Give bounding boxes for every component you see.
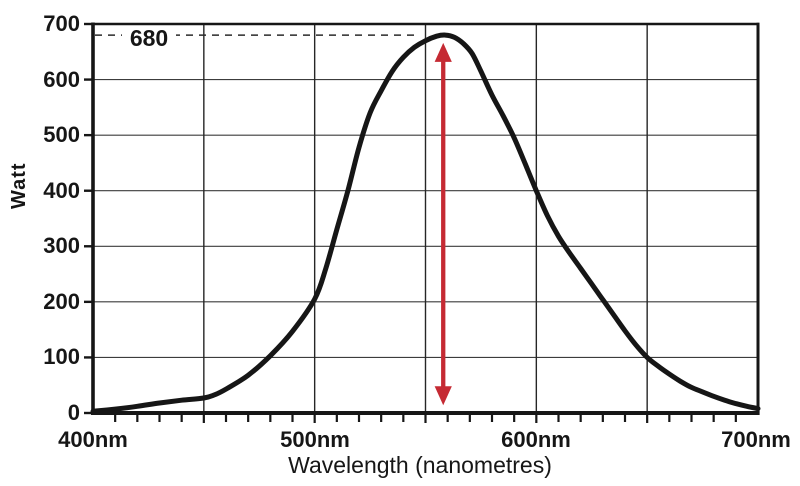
x-tick-label-400nm: 400nm	[58, 427, 128, 452]
peak-value-label: 680	[122, 26, 176, 51]
y-tick-label-300: 300	[43, 233, 80, 258]
y-tick-label-0: 0	[67, 400, 80, 425]
x-tick-label-600nm: 600nm	[501, 427, 571, 452]
peak-arrow-head-up	[434, 42, 452, 62]
x-axis-title: Wavelength (nanometres)	[288, 452, 552, 478]
y-tick-label-500: 500	[43, 122, 80, 147]
y-tick-label-100: 100	[43, 344, 80, 369]
y-tick-label-700: 700	[43, 11, 80, 36]
y-axis-title: Watt	[8, 162, 30, 210]
y-tick-label-400: 400	[43, 178, 80, 203]
y-tick-label-600: 600	[43, 67, 80, 92]
x-tick-label-700nm: 700nm	[721, 427, 791, 452]
x-tick-label-500nm: 500nm	[280, 427, 350, 452]
y-tick-label-200: 200	[43, 289, 80, 314]
peak-arrow-head-down	[434, 386, 452, 406]
spectral-output-curve	[90, 32, 761, 414]
